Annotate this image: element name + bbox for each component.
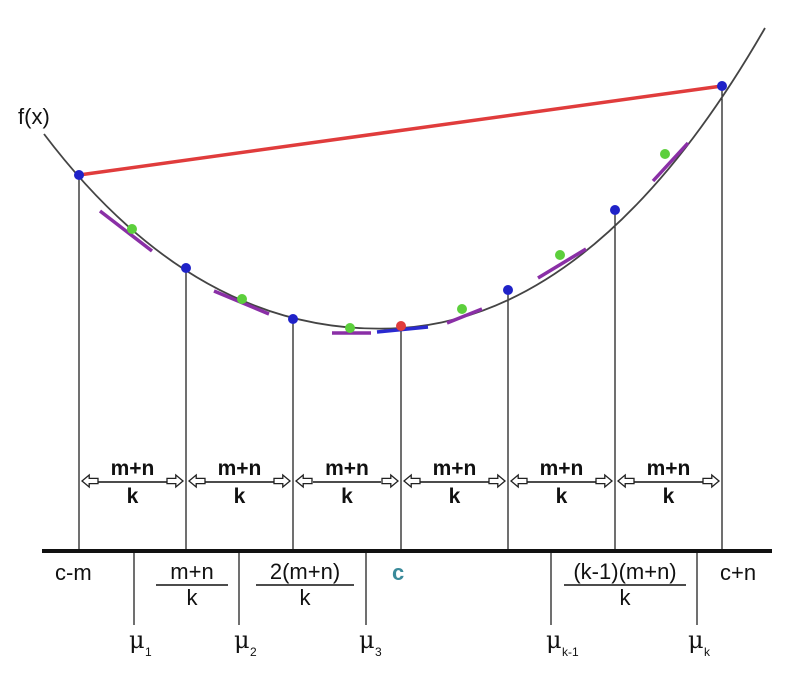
- partition-point: [503, 285, 513, 295]
- gap-annotation: m+n k: [402, 457, 507, 508]
- mu-label-3-base: μ: [359, 626, 375, 654]
- midpoint: [555, 250, 565, 260]
- arrow-right-icon: [273, 473, 292, 489]
- mu-label-k-1-sub: k-1: [562, 645, 579, 659]
- gap-fraction-den: k: [341, 485, 353, 508]
- gap-annotation: m+n k: [294, 457, 400, 508]
- tangent-segments: [98, 141, 690, 335]
- gap-fraction-den: k: [663, 485, 675, 508]
- arrow-right-icon: [595, 473, 614, 489]
- arrow-left-icon: [402, 473, 421, 489]
- gap-annotations: m+n k m+n k m+n k m+n k m+n k m+n k: [80, 457, 721, 508]
- midpoint: [237, 294, 247, 304]
- mu-label-1-base: μ: [129, 626, 145, 654]
- tangent-segment: [537, 247, 587, 280]
- gap-annotation: m+n k: [509, 457, 614, 508]
- gap-fraction-num: m+n: [540, 457, 584, 480]
- midpoints: [127, 149, 670, 333]
- axis-fraction-1: m+n k: [156, 559, 228, 610]
- fx-label: f(x): [18, 104, 50, 129]
- gap-fraction-num: m+n: [325, 457, 369, 480]
- axis-fraction-k-1: (k-1)(m+n) k: [564, 559, 686, 610]
- gap-annotation: m+n k: [616, 457, 721, 508]
- axis-label-center: c: [392, 560, 404, 585]
- partition-lines: [78, 86, 723, 550]
- axis-label-right: c+n: [720, 560, 756, 585]
- gap-fraction-den: k: [234, 485, 246, 508]
- axis-fraction-2: 2(m+n) k: [256, 559, 354, 610]
- axis-fraction-k-1-den: k: [620, 585, 632, 610]
- mu-label-3-sub: 3: [375, 645, 382, 659]
- gap-fraction-num: m+n: [111, 457, 155, 480]
- mu-label-k-base: μ: [688, 626, 704, 654]
- axis-fraction-1-den: k: [187, 585, 199, 610]
- mu-label-2: μ 2: [234, 626, 257, 659]
- gap-fraction-den: k: [127, 485, 139, 508]
- mu-label-k-sub: k: [704, 645, 711, 659]
- mu-label-2-base: μ: [234, 626, 250, 654]
- partition-point: [610, 205, 620, 215]
- midpoint: [345, 323, 355, 333]
- mu-label-k-1: μ k-1: [546, 626, 579, 659]
- partition-point: [74, 170, 84, 180]
- gap-annotation: m+n k: [187, 457, 292, 508]
- midpoint: [127, 224, 137, 234]
- mu-label-2-sub: 2: [250, 645, 257, 659]
- mu-label-3: μ 3: [359, 626, 382, 659]
- axis-label-left: c-m: [55, 560, 92, 585]
- mu-label-k: μ k: [688, 626, 711, 659]
- mu-label-1: μ 1: [129, 626, 152, 659]
- secant-chord: [78, 84, 723, 177]
- arrow-left-icon: [187, 473, 206, 489]
- tangent-segment: [98, 209, 154, 253]
- axis-fraction-k-1-num: (k-1)(m+n): [573, 559, 676, 584]
- partition-point: [181, 263, 191, 273]
- partition-point: [717, 81, 727, 91]
- partition-points: [74, 81, 727, 324]
- arrow-left-icon: [80, 473, 99, 489]
- partition-point: [288, 314, 298, 324]
- arrow-left-icon: [294, 473, 313, 489]
- arrow-left-icon: [616, 473, 635, 489]
- tangent-segment: [651, 141, 690, 183]
- midpoint: [457, 304, 467, 314]
- mu-label-1-sub: 1: [145, 645, 152, 659]
- arrow-left-icon: [509, 473, 528, 489]
- axis-fraction-1-num: m+n: [170, 559, 213, 584]
- midpoint: [660, 149, 670, 159]
- center-point: [396, 321, 406, 331]
- axis-fraction-2-num: 2(m+n): [270, 559, 340, 584]
- mu-label-k-1-base: μ: [546, 626, 562, 654]
- gap-fraction-num: m+n: [433, 457, 477, 480]
- gap-fraction-num: m+n: [218, 457, 262, 480]
- arrow-right-icon: [488, 473, 507, 489]
- gap-annotation: m+n k: [80, 457, 185, 508]
- axis-fraction-2-den: k: [300, 585, 312, 610]
- gap-fraction-den: k: [556, 485, 568, 508]
- mu-lines: [133, 553, 698, 625]
- arrow-right-icon: [702, 473, 721, 489]
- gap-fraction-den: k: [449, 485, 461, 508]
- arrow-right-icon: [381, 473, 400, 489]
- arrow-right-icon: [166, 473, 185, 489]
- gap-fraction-num: m+n: [647, 457, 691, 480]
- tangent-segment: [446, 307, 483, 325]
